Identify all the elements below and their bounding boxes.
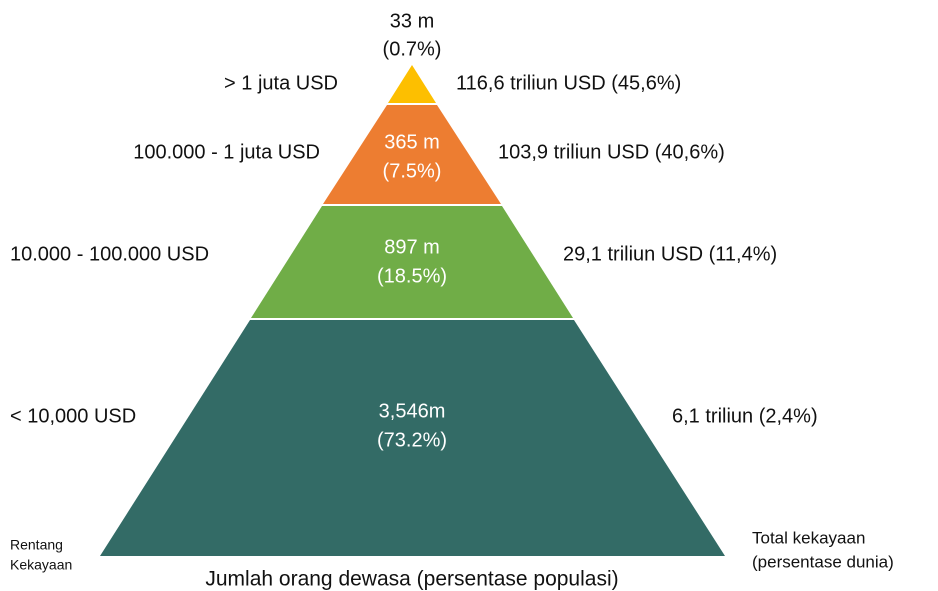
tier-count: 897 m [384,236,440,258]
tier-share: (7.5%) [383,160,442,182]
right-heading: Total kekayaan [752,528,865,547]
bottom-title: Jumlah orang dewasa (persentase populasi… [205,568,618,591]
tier-count: 3,546m [379,400,446,422]
tier-wealth: 29,1 triliun USD (11,4%) [563,243,777,265]
tier-range: 100.000 - 1 juta USD [133,141,320,163]
tier-base [100,320,725,556]
tier-range: < 10,000 USD [10,405,136,427]
tier-top [388,65,436,103]
tier-share: (73.2%) [377,429,447,451]
left-heading: Rentang [10,537,63,553]
left-heading: Kekayaan [10,557,72,573]
tier-range: 10.000 - 100.000 USD [10,243,209,265]
tier-share: (0.7%) [383,38,442,60]
tier-2 [323,105,501,204]
right-heading: (persentase dunia) [752,552,894,571]
tier-range: > 1 juta USD [224,72,338,94]
tier-count: 33 m [390,10,434,32]
tier-wealth: 6,1 triliun (2,4%) [672,405,818,427]
tier-wealth: 116,6 triliun USD (45,6%) [456,72,681,94]
tier-count: 365 m [384,131,440,153]
tier-3 [251,206,573,318]
tier-share: (18.5%) [377,265,447,287]
tier-wealth: 103,9 triliun USD (40,6%) [498,141,725,163]
